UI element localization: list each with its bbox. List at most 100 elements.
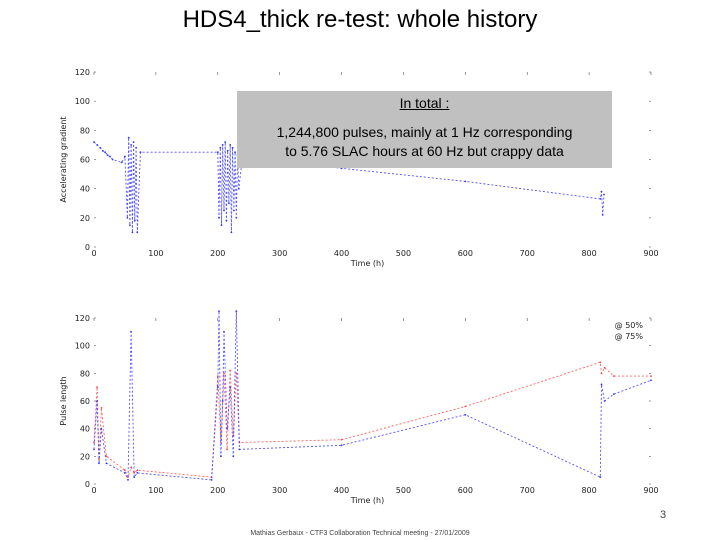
data-point bbox=[124, 155, 126, 158]
data-point bbox=[105, 462, 108, 465]
x-tick-label: 300 bbox=[272, 249, 287, 258]
pulse-length-plot: 0 100 200 300 400 500 600 700 800 900 0 20 40 60 80 100… bbox=[59, 310, 659, 505]
x-tick-label: 200 bbox=[210, 249, 225, 258]
y-tick-label: 20 bbox=[80, 452, 90, 461]
x-tick-label: 500 bbox=[396, 249, 411, 258]
data-point bbox=[130, 144, 133, 146]
data-point bbox=[120, 161, 123, 164]
y-tick-label: 60 bbox=[80, 156, 90, 165]
data-point bbox=[229, 369, 232, 372]
y-axis-label: Accelerating gradient bbox=[59, 116, 68, 202]
data-point bbox=[223, 209, 225, 212]
data-point bbox=[340, 444, 343, 447]
data-point bbox=[130, 466, 133, 469]
data-point bbox=[132, 141, 135, 143]
x-tick-label: 400 bbox=[334, 249, 349, 258]
data-point bbox=[220, 224, 223, 227]
data-point bbox=[224, 141, 227, 143]
data-point bbox=[603, 193, 605, 196]
y-tick-label: 120 bbox=[75, 68, 90, 77]
x-tick-label: 400 bbox=[334, 486, 349, 495]
y-tick-label: 100 bbox=[75, 97, 90, 106]
page-number: 3 bbox=[660, 509, 667, 521]
gradient-plot: 0 100 200 300 400 500 600 700 800 900 0 20 40 60 80 100… bbox=[59, 68, 659, 268]
data-point bbox=[98, 462, 100, 465]
data-point bbox=[613, 393, 615, 395]
x-tick-label: 700 bbox=[520, 486, 535, 495]
data-point bbox=[603, 400, 606, 402]
data-point bbox=[600, 372, 603, 375]
data-point bbox=[238, 448, 241, 451]
y-tick-label: 120 bbox=[75, 314, 90, 323]
data-point bbox=[133, 476, 136, 478]
legend-entry: @ 50% bbox=[615, 321, 644, 330]
data-point bbox=[100, 427, 103, 430]
x-tick-label: 800 bbox=[581, 486, 596, 495]
data-point bbox=[219, 146, 222, 149]
summary-line-2: to 5.76 SLAC hours at 60 Hz but crappy d… bbox=[285, 143, 564, 159]
x-tick-label: 900 bbox=[643, 486, 658, 495]
data-point bbox=[136, 231, 139, 234]
data-point bbox=[99, 146, 102, 149]
x-tick-label: 500 bbox=[396, 486, 411, 495]
x-tick-label: 900 bbox=[643, 249, 658, 258]
slide-footer: Mathias Gerbaux - CTF3 Collaboration Tec… bbox=[250, 530, 470, 537]
data-point bbox=[127, 136, 130, 139]
data-point bbox=[109, 155, 111, 158]
data-point bbox=[650, 379, 652, 382]
data-point bbox=[599, 361, 602, 364]
data-point bbox=[599, 198, 602, 200]
data-point bbox=[216, 151, 219, 154]
data-point bbox=[216, 386, 219, 389]
x-axis-label: Time (h) bbox=[350, 259, 384, 268]
legend-entry: @ 75% bbox=[615, 332, 644, 341]
data-point bbox=[126, 216, 129, 219]
data-point bbox=[218, 310, 220, 312]
data-point bbox=[464, 405, 467, 408]
data-point bbox=[93, 448, 95, 451]
series-line-2 bbox=[93, 311, 652, 481]
x-tick-label: 800 bbox=[581, 249, 596, 258]
x-axis-label: Time (h) bbox=[350, 496, 384, 505]
x-tick-label: 0 bbox=[91, 486, 96, 495]
data-point bbox=[221, 400, 224, 402]
slide-title: HDS4_thick re-test: whole history bbox=[182, 6, 538, 33]
data-point bbox=[235, 216, 238, 219]
data-point bbox=[136, 469, 139, 472]
data-point bbox=[210, 479, 213, 481]
data-point bbox=[221, 144, 224, 146]
data-point bbox=[229, 144, 232, 146]
data-point bbox=[135, 146, 138, 149]
data-point bbox=[220, 455, 222, 458]
series-line-1 bbox=[93, 361, 651, 479]
y-tick-label: 80 bbox=[80, 369, 90, 378]
data-point bbox=[232, 455, 235, 458]
data-point bbox=[226, 427, 229, 430]
data-point bbox=[600, 383, 603, 386]
y-tick-label: 40 bbox=[80, 185, 90, 194]
data-point bbox=[100, 407, 103, 409]
y-tick-label: 0 bbox=[85, 243, 90, 252]
data-point bbox=[235, 372, 238, 375]
data-point bbox=[234, 151, 237, 154]
data-point bbox=[111, 158, 114, 161]
data-point bbox=[233, 209, 235, 212]
data-point bbox=[136, 472, 139, 474]
data-point bbox=[129, 224, 131, 227]
data-point bbox=[231, 146, 234, 149]
summary-title: In total : bbox=[399, 95, 450, 111]
x-tick-label: 600 bbox=[458, 486, 473, 495]
x-tick-label: 700 bbox=[520, 249, 535, 258]
data-point bbox=[226, 149, 229, 152]
data-point bbox=[601, 214, 604, 216]
x-tick-label: 100 bbox=[148, 486, 163, 495]
data-point bbox=[124, 472, 126, 474]
y-tick-label: 100 bbox=[75, 342, 90, 351]
summary-box: In total : 1,244,800 pulses, mainly at 1… bbox=[237, 91, 612, 168]
data-point bbox=[101, 149, 104, 152]
x-tick-label: 200 bbox=[210, 486, 225, 495]
data-point bbox=[340, 438, 343, 441]
data-point bbox=[96, 386, 98, 389]
data-point bbox=[130, 330, 133, 333]
